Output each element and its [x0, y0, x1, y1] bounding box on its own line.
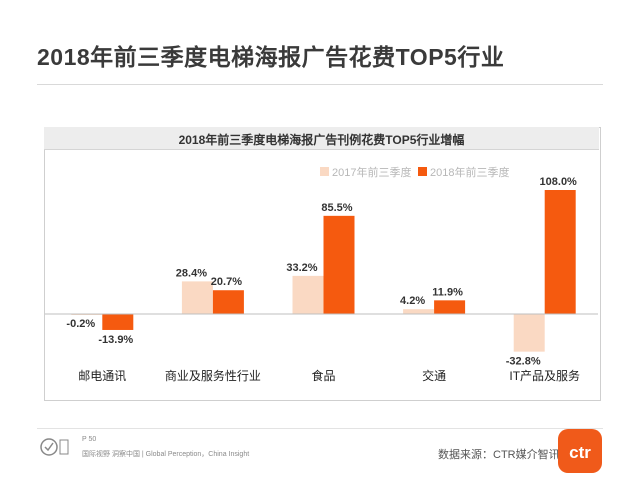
- value-label-2017-2: 33.2%: [286, 262, 317, 274]
- value-label-2018-0: -13.9%: [98, 334, 133, 346]
- category-label-2: 食品: [311, 368, 335, 383]
- bar-2017-4: [513, 314, 545, 352]
- category-label-0: 邮电通讯: [78, 369, 126, 383]
- ctr-logo-text: ctr: [569, 443, 591, 462]
- page-number: P 50: [82, 436, 97, 443]
- value-label-2017-3: 4.2%: [400, 295, 425, 307]
- title-divider: [37, 84, 603, 85]
- bar-2017-1: [181, 281, 213, 314]
- value-label-2018-2: 85.5%: [321, 202, 352, 214]
- category-label-4: IT产品及服务: [509, 368, 580, 383]
- legend-label-2018: 2018年前三季度: [430, 166, 510, 179]
- value-label-2018-1: 20.7%: [211, 276, 242, 288]
- bar-2018-2: [323, 215, 355, 314]
- category-label-3: 交通: [422, 368, 446, 383]
- footer-slogan: 国际视野 洞察中国 | Global Perception，China Insi…: [82, 451, 250, 458]
- value-label-2017-0: -0.2%: [66, 318, 95, 330]
- category-label-1: 商业及服务性行业: [165, 368, 261, 383]
- bar-2017-2: [292, 275, 324, 314]
- value-label-2018-3: 11.9%: [432, 286, 463, 298]
- bar-2018-4: [544, 190, 576, 314]
- legend-label-2017: 2017年前三季度: [332, 166, 412, 179]
- certification-icon: [40, 438, 69, 456]
- legend-swatch-2018: [418, 167, 427, 177]
- data-source: 数据来源：CTR媒介智讯: [438, 449, 560, 461]
- chart-title: 2018年前三季度电梯海报广告刊例花费TOP5行业增幅: [178, 133, 465, 147]
- value-label-2017-1: 28.4%: [176, 267, 207, 279]
- page-title: 2018年前三季度电梯海报广告花费TOP5行业: [37, 44, 505, 70]
- bar-2018-0: [102, 314, 134, 330]
- ctr-logo-icon: ctr: [558, 429, 602, 473]
- legend-item-2018: 2018年前三季度: [418, 163, 510, 179]
- bar-2018-3: [434, 300, 466, 314]
- legend-swatch-2017: [320, 167, 329, 177]
- bar-2018-1: [212, 290, 244, 314]
- legend-item-2017: 2017年前三季度: [320, 163, 412, 179]
- value-label-2017-4: -32.8%: [506, 356, 541, 368]
- bar-2017-3: [403, 309, 435, 314]
- value-label-2018-4: 108.0%: [540, 176, 578, 188]
- chart-title-bar: [44, 127, 599, 150]
- footer-divider: [37, 428, 603, 429]
